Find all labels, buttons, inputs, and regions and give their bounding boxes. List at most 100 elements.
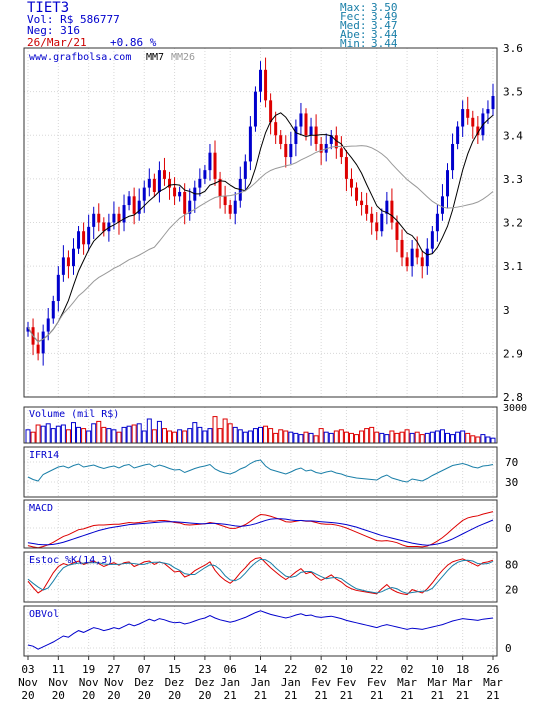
- price-tick-label: 3.1: [503, 260, 523, 273]
- x-tick-year: 21: [340, 689, 353, 702]
- volume-bar: [172, 431, 178, 444]
- volume-bar: [207, 428, 213, 444]
- volume-bar: [354, 434, 360, 444]
- x-tick-day: 18: [456, 663, 469, 676]
- price-tick-label: 3.6: [503, 42, 523, 55]
- x-tick-year: 20: [168, 689, 181, 702]
- candle-body: [107, 222, 111, 232]
- x-tick-month: Nov: [18, 676, 38, 689]
- candle-body: [400, 239, 404, 258]
- x-tick-year: 21: [431, 689, 444, 702]
- rsi-tick-label: 70: [505, 456, 518, 469]
- price-panel-frame: [23, 47, 498, 398]
- candle-body: [446, 170, 450, 197]
- candle-body: [142, 187, 146, 201]
- volume-bar: [293, 432, 299, 444]
- candle-body: [208, 152, 212, 171]
- volume-bar: [343, 431, 349, 444]
- volume-bar: [480, 434, 486, 444]
- x-tick-day: 19: [82, 663, 95, 676]
- x-tick-year: 21: [486, 689, 499, 702]
- volume-bar: [445, 432, 451, 444]
- stoch-label: Estoc %K(14,3): [29, 555, 113, 566]
- candle-body: [102, 222, 106, 232]
- candle-body: [66, 257, 70, 267]
- volume-bar: [242, 431, 248, 444]
- candle-body: [122, 205, 126, 223]
- candle-body: [162, 170, 166, 179]
- volume-bar: [333, 430, 339, 444]
- candle-body: [223, 196, 227, 206]
- x-tick-day: 06: [224, 663, 237, 676]
- x-tick-month: Nov: [104, 676, 124, 689]
- volume-bar: [323, 431, 329, 444]
- volume-bar: [359, 430, 365, 444]
- volume-bar: [434, 430, 440, 444]
- volume-bar: [227, 423, 233, 444]
- volume-bar: [35, 424, 41, 444]
- volume-bar: [25, 429, 31, 444]
- volume-bar: [348, 432, 354, 444]
- x-tick-day: 02: [400, 663, 413, 676]
- stoch-k-line: [27, 557, 494, 596]
- stoch-tick-label: 80: [505, 558, 518, 571]
- candle-body: [137, 200, 141, 214]
- volume-label: Volume (mil R$): [29, 409, 119, 420]
- candle-body: [365, 205, 369, 214]
- volume-bar: [389, 430, 395, 444]
- volume-bar: [450, 434, 456, 444]
- price-tick-label: 3.3: [503, 173, 523, 186]
- candle-body: [203, 170, 207, 179]
- candle-body: [71, 248, 75, 267]
- x-tick-day: 14: [254, 663, 268, 676]
- candle-body: [339, 148, 343, 158]
- candle-body: [405, 257, 409, 267]
- x-tick-day: 02: [315, 663, 328, 676]
- candle-body: [269, 100, 273, 123]
- candle-body: [294, 126, 298, 144]
- volume-bar: [131, 424, 137, 444]
- candle-body: [274, 122, 278, 136]
- volume-bar: [409, 432, 415, 444]
- candle-body: [435, 213, 439, 232]
- x-tick-year: 21: [370, 689, 383, 702]
- x-tick-year: 21: [224, 689, 237, 702]
- candle-body: [456, 126, 460, 144]
- legend-mm26: MM26: [171, 52, 195, 63]
- candle-body: [451, 143, 455, 171]
- candle-body: [390, 200, 394, 223]
- candle-body: [213, 152, 217, 179]
- x-tick-year: 20: [198, 689, 211, 702]
- candle-body: [476, 126, 480, 136]
- candle-body: [344, 157, 348, 179]
- x-tick-month: Fev: [311, 676, 331, 689]
- volume-bar: [146, 418, 152, 444]
- volume-bar: [40, 425, 46, 444]
- stat-max-value: 3.50: [371, 1, 398, 14]
- volume-bar: [111, 429, 117, 444]
- candle-body: [289, 143, 293, 158]
- volume-bar: [161, 428, 167, 444]
- candle-body: [46, 318, 50, 332]
- x-tick-month: Fev: [367, 676, 387, 689]
- candle-body: [228, 205, 232, 214]
- x-tick-month: Nov: [79, 676, 99, 689]
- volume-bar: [237, 429, 243, 444]
- obv-label: OBVol: [29, 609, 59, 620]
- volume-bar: [212, 416, 218, 444]
- volume-bar: [60, 424, 66, 444]
- x-tick-day: 10: [340, 663, 353, 676]
- volume-bar: [379, 432, 385, 444]
- candle-body: [284, 143, 288, 158]
- candle-body: [152, 178, 156, 192]
- candle-body: [97, 213, 101, 223]
- candle-body: [471, 117, 475, 127]
- candle-body: [259, 69, 262, 92]
- volume-bar: [288, 431, 294, 444]
- volume-bar: [252, 428, 258, 444]
- candle-body: [253, 91, 257, 127]
- watermark-text: www.grafbolsa.com: [29, 52, 131, 63]
- obv-line: [27, 610, 494, 650]
- date-label: 26/Mar/21: [27, 36, 87, 49]
- volume-bar: [187, 428, 193, 444]
